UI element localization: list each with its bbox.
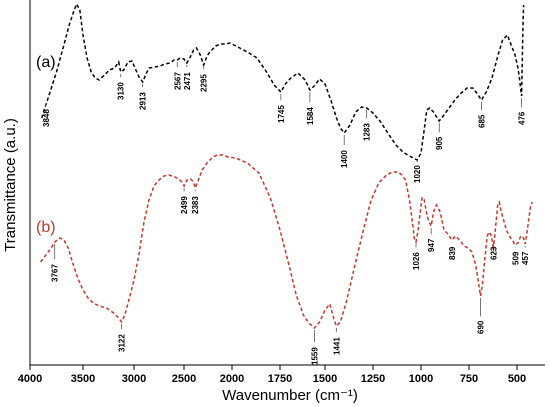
peak-label-a: 2567 [173,72,182,90]
x-tick-label: 750 [460,373,478,385]
peak-label-b: 947 [427,238,436,252]
series-b-line [40,154,533,330]
peak-label-b: 457 [521,251,530,265]
x-tick-label: 3000 [122,373,146,385]
peak-label-b: 839 [448,246,457,260]
peak-label-a: 3130 [117,82,126,100]
x-tick-label: 1250 [361,373,385,385]
peak-label-b: 2499 [180,196,189,214]
peak-label-b: 1026 [412,252,421,270]
peak-label-b: 3767 [51,264,60,282]
x-tick-label: 1500 [313,373,337,385]
series-a-line [40,2,525,162]
peak-label-b: 690 [477,320,486,334]
x-tick-label: 2500 [172,373,196,385]
peak-label-a: 3848 [42,109,51,127]
series-a-label: (a) [36,54,56,71]
x-tick-label: 1750 [268,373,292,385]
x-axis-title: Wavenumber (cm⁻¹) [222,387,358,404]
peak-label-a: 1283 [363,123,372,141]
x-tick-label: 1000 [409,373,433,385]
peak-label-a: 685 [477,114,486,128]
peak-label-a: 1400 [340,150,349,168]
peak-label-a: 476 [518,111,527,125]
peak-label-a: 2471 [183,72,192,90]
x-tick-label: 3500 [71,373,95,385]
peak-label-a: 1020 [413,165,422,183]
x-tick-label: 500 [508,373,526,385]
x-tick-label: 2000 [220,373,244,385]
peak-label-b: 2383 [191,196,200,214]
peak-label-b: 1441 [332,337,341,355]
y-axis-title: Transmittance (a.u.) [2,118,19,252]
peak-label-b: 1559 [310,347,319,365]
peak-label-b: 623 [489,246,498,260]
peak-label-b: 509 [511,251,520,265]
peak-label-a: 1745 [277,105,286,123]
peak-label-a: 905 [435,136,444,150]
peak-label-a: 1584 [306,107,315,125]
peak-label-a: 2295 [200,74,209,92]
series-b-label: (b) [36,219,56,236]
x-tick-label: 4000 [18,373,42,385]
peak-label-a: 2913 [139,92,148,110]
peak-label-b: 3122 [118,334,127,352]
